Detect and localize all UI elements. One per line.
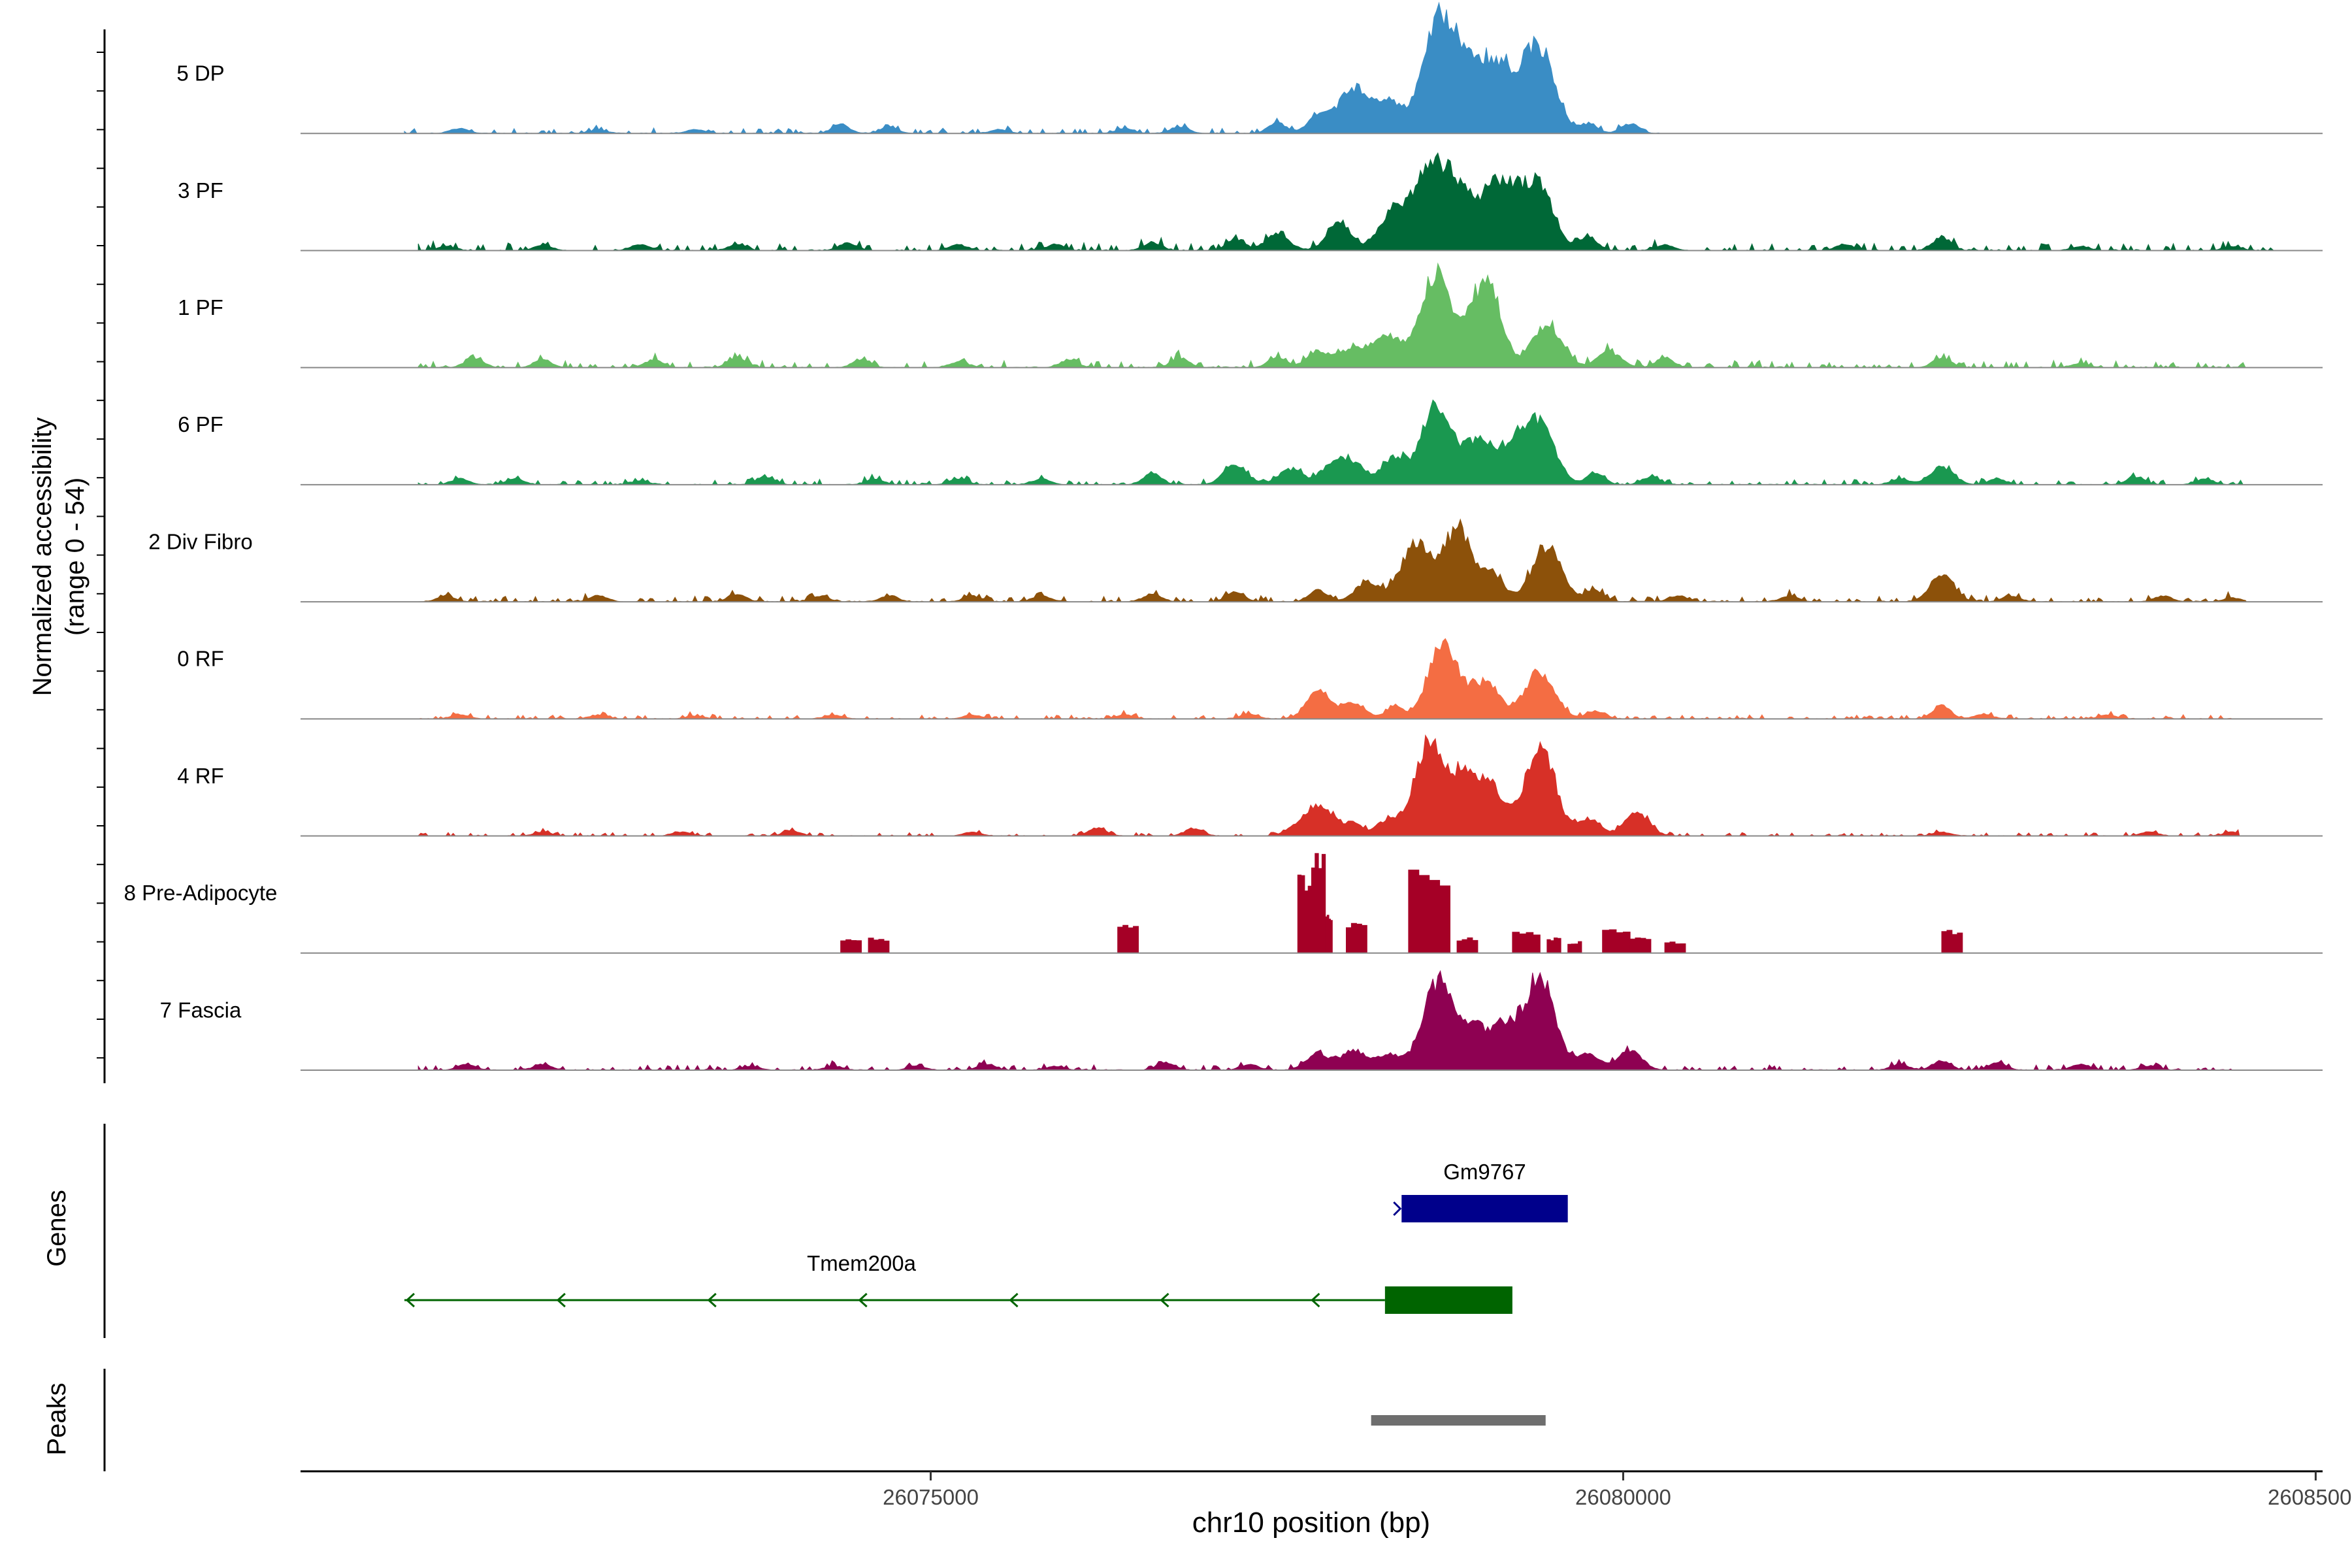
strand-arrow [405,1292,415,1308]
strand-arrow [707,1292,717,1308]
coverage-area [417,970,2234,1071]
track-8-pre-adipocyte: 8 Pre-Adipocyte [124,853,2323,954]
genes-track-label: Genes [42,1190,71,1267]
track-label: 7 Fascia [160,998,242,1022]
coverage-area [840,853,1963,954]
coverage-area [417,399,2247,485]
coverage-area [417,262,2247,368]
track-5-dp: 5 DP [176,1,2323,135]
coverage-area [417,152,2276,252]
peak-track [1371,1415,1546,1426]
coverage-area [417,638,2233,720]
track-1-pf: 1 PF [178,262,2323,368]
strand-arrow [1009,1292,1019,1308]
strand-arrow [1311,1292,1320,1308]
strand-arrow [1160,1292,1169,1308]
gene-exon [1384,1286,1512,1314]
peak-region [1371,1415,1546,1426]
gene-track: Gm9767 Tmem200a [404,1160,1568,1314]
track-label: 0 RF [177,647,224,671]
gene-gm9767: Gm9767 [1393,1160,1568,1222]
strand-arrow [1393,1201,1402,1217]
track-3-pf: 3 PF [178,152,2323,252]
track-label: 1 PF [178,295,223,319]
y-axis-minor-ticks [97,52,105,1059]
coverage-area [417,734,2240,837]
y-axis-label-line1: Normalized accessibility [28,417,57,696]
x-tick-label: 26085000 [2268,1485,2352,1509]
x-axis-ticks: 26075000 26080000 26085000 [883,1471,2352,1509]
track-0-rf: 0 RF [177,638,2323,720]
track-label: 2 Div Fibro [148,529,253,553]
track-7-fascia: 7 Fascia [160,970,2323,1071]
gene-exon [1401,1195,1568,1222]
strand-arrow [858,1292,868,1308]
coverage-tracks: 5 DP 3 PF 1 PF 6 PF 2 Div Fibro 0 RF 4 RF 8 Pre… [124,1,2323,1071]
track-6-pf: 6 PF [178,399,2323,485]
x-tick-label: 26075000 [883,1485,979,1509]
gene-tmem200a: Tmem200a [404,1251,1512,1314]
track-label: 3 PF [178,178,223,203]
track-label: 5 DP [176,61,224,86]
x-tick-label: 26080000 [1575,1485,1671,1509]
gene-label: Gm9767 [1443,1160,1526,1184]
coverage-area [404,1,1665,135]
track-label: 8 Pre-Adipocyte [124,881,278,905]
gene-label: Tmem200a [807,1251,917,1275]
x-axis-label: chr10 position (bp) [1192,1507,1430,1539]
track-2-div-fibro: 2 Div Fibro [148,518,2323,603]
track-label: 4 RF [177,764,224,788]
peaks-track-label: Peaks [42,1382,71,1455]
track-label: 6 PF [178,412,223,436]
track-4-rf: 4 RF [177,734,2323,837]
strand-arrow [556,1292,566,1308]
coverage-area [417,518,2247,603]
y-axis-label-line2: (range 0 - 54) [61,478,90,636]
